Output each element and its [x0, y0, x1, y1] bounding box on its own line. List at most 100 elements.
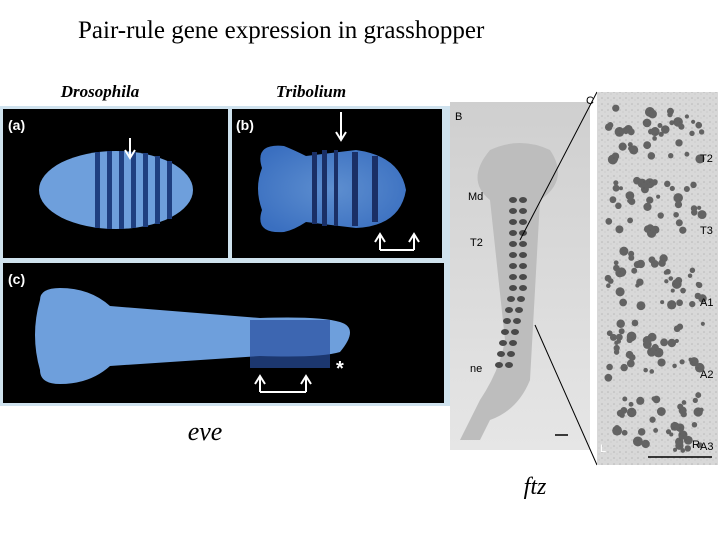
- segment: [509, 340, 517, 346]
- cell: [670, 288, 675, 293]
- arrow: [124, 138, 136, 160]
- cell: [642, 340, 652, 349]
- cell: [604, 274, 612, 282]
- cell: [606, 330, 613, 337]
- cell: [698, 294, 707, 303]
- cell: [697, 442, 703, 448]
- segment: [509, 274, 517, 280]
- bracket: [374, 232, 420, 251]
- cell: [691, 119, 696, 124]
- segment: [511, 329, 519, 335]
- cell: [648, 128, 654, 135]
- segment: [509, 208, 517, 214]
- cell: [616, 319, 625, 328]
- cell: [649, 369, 655, 374]
- cell: [667, 111, 673, 118]
- cell: [624, 124, 633, 134]
- segment: [513, 318, 521, 324]
- cell: [674, 338, 679, 344]
- cell: [613, 264, 620, 272]
- cell: [668, 276, 674, 281]
- embryo: [35, 288, 350, 384]
- cell: [674, 200, 683, 209]
- cell: [628, 401, 634, 407]
- cell: [689, 130, 695, 137]
- cell: [615, 287, 625, 297]
- embryo: [258, 145, 406, 233]
- panel-label: (a): [8, 117, 25, 133]
- cell: [671, 426, 676, 431]
- segment: [509, 230, 517, 236]
- cell: [656, 407, 666, 416]
- segment: [507, 351, 515, 357]
- segment: [519, 208, 527, 214]
- cell: [620, 363, 628, 372]
- cell: [668, 153, 674, 159]
- column-label: Tribolium: [276, 82, 346, 101]
- segment: [499, 340, 507, 346]
- caption: ftz: [524, 474, 547, 500]
- cell: [675, 219, 683, 227]
- cell: [625, 191, 635, 200]
- cell: [679, 359, 685, 365]
- cell: [667, 338, 677, 348]
- cell: [684, 114, 690, 119]
- cell: [652, 136, 657, 141]
- structure-label: Md: [468, 191, 483, 203]
- cell: [609, 196, 617, 204]
- cell: [615, 333, 623, 341]
- segment: [519, 263, 527, 269]
- cell: [648, 109, 657, 119]
- cell: [678, 406, 687, 415]
- segment: [519, 274, 527, 280]
- cell: [683, 185, 690, 193]
- cell: [612, 156, 619, 162]
- segment: [509, 241, 517, 247]
- segment-label: A2: [700, 369, 713, 381]
- segment-chain: [495, 197, 527, 368]
- cell: [604, 373, 613, 382]
- cell: [689, 300, 696, 308]
- side-label: L: [600, 443, 606, 455]
- cell: [699, 407, 704, 412]
- cell: [621, 429, 628, 436]
- cell: [692, 397, 698, 404]
- panel-label: B: [455, 111, 462, 123]
- cell: [665, 268, 671, 275]
- segment: [505, 307, 513, 313]
- cell: [619, 246, 629, 256]
- cell: [676, 299, 683, 307]
- cell: [681, 400, 687, 405]
- cell: [647, 152, 656, 160]
- title: Pair-rule gene expression in grasshopper: [78, 17, 485, 44]
- cell: [658, 259, 666, 267]
- cell: [649, 416, 656, 423]
- cell: [691, 422, 698, 428]
- cell: [626, 407, 637, 418]
- cell: [695, 281, 701, 287]
- cell: [648, 256, 656, 264]
- cell: [643, 367, 648, 373]
- cell: [606, 363, 613, 371]
- cell: [669, 120, 675, 126]
- cell: [641, 439, 650, 449]
- cell: [627, 142, 633, 148]
- segment-label: A1: [700, 297, 713, 309]
- stripe-zone: [250, 320, 330, 368]
- cell: [658, 131, 664, 137]
- cell: [673, 211, 679, 218]
- cell: [627, 198, 632, 203]
- cell: [690, 181, 697, 189]
- caption: eve: [188, 417, 223, 446]
- cell: [673, 447, 678, 452]
- cell: [656, 194, 661, 199]
- segment: [505, 362, 513, 368]
- cell: [614, 127, 625, 137]
- cell: [628, 254, 635, 261]
- cell: [622, 396, 628, 402]
- column-label: Drosophila: [60, 82, 140, 101]
- cell: [636, 301, 646, 311]
- structure-label: T2: [470, 237, 483, 249]
- cell: [636, 396, 645, 405]
